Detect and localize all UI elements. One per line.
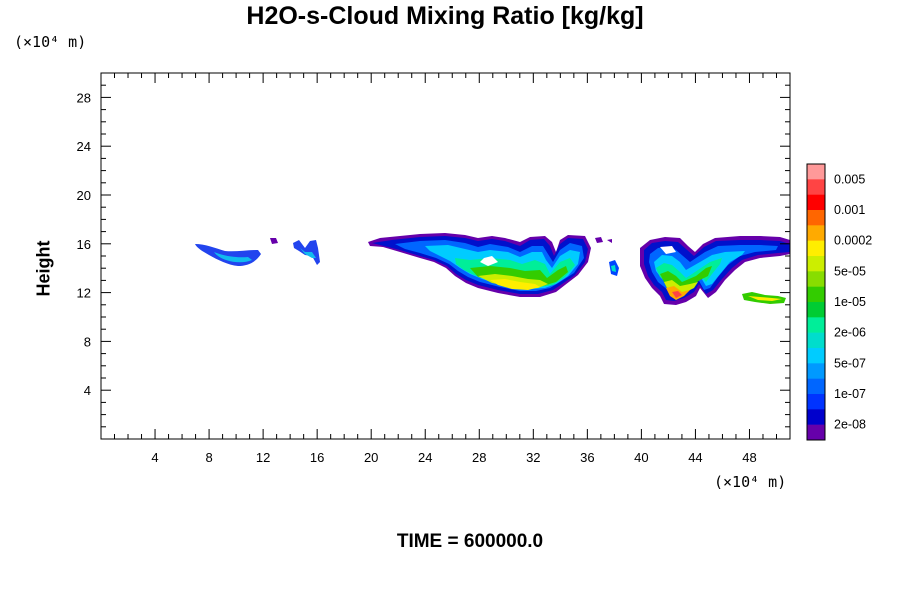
colorbar-swatch (807, 194, 825, 211)
colorbar: 0.005 0.001 0.0002 5e-05 1e-05 2e-06 5e-07 1e-0… (806, 163, 872, 441)
cloud-region-1-core (214, 252, 252, 263)
time-label: TIME = 600000.0 (396, 531, 544, 552)
colorbar-swatch (807, 225, 825, 241)
cloud-region-3-hole (480, 256, 498, 266)
colorbar-swatch (807, 256, 825, 272)
colorbar-label: 0.005 (834, 172, 865, 186)
y-axis-unit: (×10⁴ m) (14, 33, 87, 51)
colorbar-label: 1e-07 (834, 387, 866, 401)
x-tick-label: 4 (151, 450, 158, 465)
cloud-region-5-core (748, 296, 782, 301)
x-tick-label: 24 (418, 450, 432, 465)
colorbar-label: 5e-07 (834, 356, 866, 370)
y-tick-label: 4 (84, 383, 91, 398)
colorbar-label: 5e-05 (834, 264, 866, 278)
colorbar-swatch (807, 348, 825, 364)
colorbar-label: 2e-06 (834, 326, 866, 340)
cloud-region-2-core (300, 248, 316, 258)
x-tick-label: 44 (688, 450, 702, 465)
cloud-region-3-l5 (470, 266, 568, 286)
y-tick-label: 24 (77, 139, 91, 154)
y-tick-label: 28 (77, 90, 91, 105)
y-axis: 4 8 12 16 20 24 28 (77, 84, 790, 428)
colorbar-label: 2e-08 (834, 418, 866, 432)
colorbar-swatch (807, 271, 825, 287)
x-axis-unit: (×10⁴ m) (714, 473, 787, 491)
cloud-region-4-core (672, 291, 682, 298)
colorbar-swatch (807, 317, 825, 333)
y-tick-label: 12 (77, 286, 91, 301)
x-tick-label: 12 (256, 450, 270, 465)
colorbar-label: 0.0002 (834, 234, 872, 248)
cloud-region-6-core (611, 265, 616, 272)
x-tick-label: 36 (580, 450, 594, 465)
colorbar-swatch (807, 302, 825, 318)
x-tick-label: 32 (526, 450, 540, 465)
cloud-region-3-l7 (490, 279, 540, 290)
colorbar-frame (806, 163, 826, 441)
colorbar-swatch (807, 286, 825, 303)
x-tick-label: 48 (742, 450, 756, 465)
x-tick-label: 16 (310, 450, 324, 465)
x-tick-label: 20 (364, 450, 378, 465)
colorbar-swatch (807, 164, 825, 180)
colorbar-label: 0.001 (834, 203, 865, 217)
x-axis: 4 8 12 16 20 24 28 32 36 40 44 48 (114, 73, 777, 465)
colorbar-swatch (807, 378, 825, 395)
cloud-fleck-2 (595, 237, 603, 243)
cloud-region-4-hole (660, 246, 676, 254)
x-tick-label: 8 (205, 450, 212, 465)
y-tick-label: 16 (77, 237, 91, 252)
y-tick-label: 20 (77, 188, 91, 203)
x-tick-label: 28 (472, 450, 486, 465)
colorbar-swatch (807, 394, 825, 410)
colorbar-swatch (807, 179, 825, 195)
cloud-fleck-1 (270, 238, 278, 244)
cloud-fleck-3 (607, 239, 612, 243)
colorbar-label: 1e-05 (834, 295, 866, 309)
y-tick-label: 8 (84, 334, 91, 349)
chart-title: H2O-s-Cloud Mixing Ratio [kg/kg] (246, 2, 644, 30)
cloud-field (195, 233, 790, 305)
colorbar-swatch (807, 332, 825, 349)
colorbar-swatch (807, 409, 825, 425)
x-tick-label: 40 (634, 450, 648, 465)
colorbar-swatch (807, 210, 825, 226)
colorbar-swatch (807, 240, 825, 257)
colorbar-swatch (807, 363, 825, 379)
colorbar-swatch (807, 424, 825, 441)
